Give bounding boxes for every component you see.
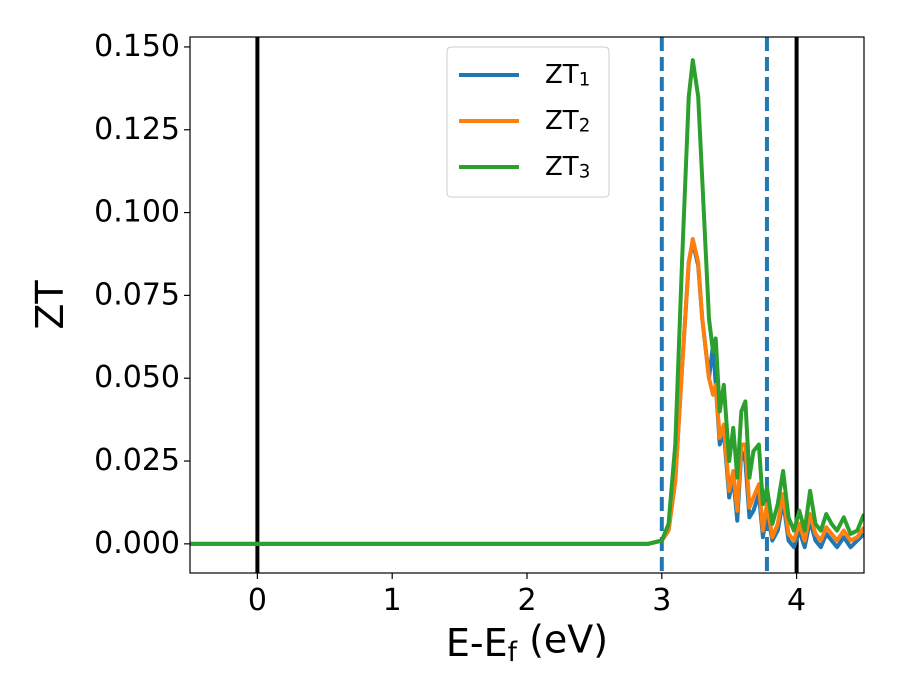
y-tick-label: 0.125 bbox=[94, 111, 180, 146]
legend-label: ZT1 bbox=[545, 60, 590, 91]
y-tick-label: 0.000 bbox=[94, 525, 180, 560]
x-tick-label: 2 bbox=[517, 583, 536, 618]
x-axis-label: E-Ef (eV) bbox=[446, 617, 608, 667]
y-tick-label: 0.075 bbox=[94, 277, 180, 312]
legend-box bbox=[446, 46, 610, 198]
x-tick-label: 1 bbox=[383, 583, 402, 618]
y-tick-label: 0.100 bbox=[94, 194, 180, 229]
plot-area bbox=[190, 37, 864, 573]
y-tick-label: 0.025 bbox=[94, 443, 180, 478]
y-axis-label: ZT bbox=[28, 280, 72, 330]
line-series bbox=[190, 58, 864, 546]
y-tick-label: 0.050 bbox=[94, 360, 180, 395]
legend-label: ZT2 bbox=[545, 106, 590, 137]
legend-label: ZT3 bbox=[545, 152, 590, 183]
x-tick-label: 4 bbox=[787, 583, 806, 618]
y-tick-label: 0.150 bbox=[94, 28, 180, 63]
x-tick-label: 0 bbox=[248, 583, 267, 618]
x-tick-label: 3 bbox=[652, 583, 671, 618]
